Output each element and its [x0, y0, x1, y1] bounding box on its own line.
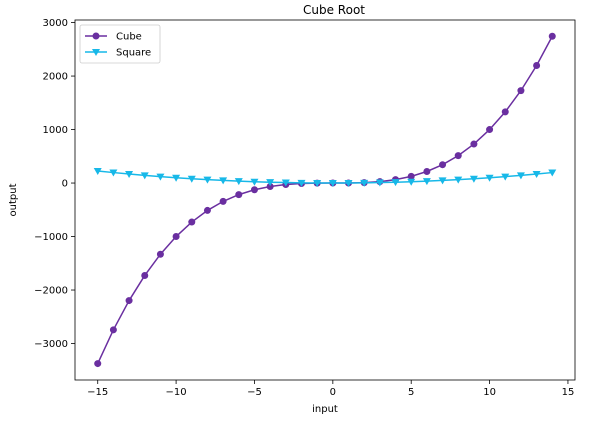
data-point-cube	[454, 152, 462, 160]
data-point-square	[548, 169, 557, 177]
legend-marker-cube	[92, 32, 100, 40]
data-point-cube	[156, 250, 164, 258]
x-tick-label: −15	[87, 387, 108, 398]
data-point-square	[532, 171, 541, 179]
series-layer	[93, 32, 557, 368]
y-tick-label: 3000	[43, 18, 68, 29]
data-point-cube	[486, 126, 494, 134]
x-axis: −15 −10 −5 0 5 10 15	[87, 380, 574, 398]
data-point-square	[328, 180, 337, 188]
legend-label-cube: Cube	[116, 32, 142, 43]
data-point-square	[140, 172, 149, 180]
x-tick-label: 15	[562, 387, 575, 398]
x-axis-label: input	[312, 404, 338, 415]
data-point-cube	[250, 186, 258, 194]
data-point-cube	[517, 87, 525, 95]
data-point-square	[266, 179, 275, 187]
chart-title: Cube Root	[303, 3, 365, 17]
y-tick-label: 2000	[43, 72, 68, 83]
data-point-cube	[266, 182, 274, 190]
data-point-cube	[94, 360, 102, 368]
data-point-square	[172, 174, 181, 182]
data-point-cube	[141, 271, 149, 279]
data-point-square	[438, 177, 447, 185]
plot-area	[74, 19, 576, 381]
data-point-square	[344, 179, 353, 187]
data-point-square	[125, 171, 134, 179]
y-tick-label: 0	[62, 179, 68, 190]
data-point-square	[234, 178, 243, 186]
x-tick-label: 0	[330, 387, 336, 398]
data-point-cube	[470, 140, 478, 148]
data-point-square	[109, 169, 118, 177]
legend-label-square: Square	[116, 48, 151, 59]
data-point-cube	[407, 172, 415, 180]
data-point-cube	[533, 62, 541, 70]
data-point-square	[281, 179, 290, 187]
data-point-square	[391, 179, 400, 187]
data-point-square	[422, 178, 431, 186]
data-point-cube	[203, 206, 211, 214]
data-point-square	[93, 168, 102, 176]
data-point-cube	[188, 218, 196, 226]
data-point-square	[297, 179, 306, 187]
data-point-cube	[501, 108, 509, 116]
y-axis-label: output	[8, 183, 19, 216]
data-point-square	[375, 179, 384, 187]
data-point-square	[219, 177, 228, 185]
y-tick-label: −1000	[34, 232, 68, 243]
legend-marker-square	[92, 49, 100, 56]
y-tick-label: −3000	[34, 339, 68, 350]
data-point-cube	[109, 326, 117, 334]
data-point-square	[516, 172, 525, 180]
data-point-square	[501, 173, 510, 181]
data-point-square	[313, 179, 322, 187]
data-point-square	[203, 176, 212, 184]
x-tick-label: −10	[166, 387, 187, 398]
legend: Cube Square	[79, 24, 161, 64]
data-point-square	[454, 176, 463, 184]
legend-box	[79, 24, 161, 64]
y-axis: −3000 −2000 −1000 0 1000 2000 3000	[34, 18, 75, 350]
series-line-square	[97, 170, 553, 184]
x-tick-label: 5	[408, 387, 414, 398]
x-tick-label: 10	[483, 387, 496, 398]
data-point-cube	[172, 233, 180, 241]
data-point-square	[360, 179, 369, 187]
data-point-cube	[125, 297, 133, 305]
data-point-square	[485, 174, 494, 182]
data-point-cube	[439, 161, 447, 169]
y-tick-label: −2000	[34, 286, 68, 297]
x-tick-label: −5	[247, 387, 262, 398]
data-point-cube	[423, 167, 431, 175]
data-point-cube	[235, 191, 243, 199]
data-point-square	[469, 175, 478, 183]
data-point-square	[156, 173, 165, 181]
data-point-cube	[219, 197, 227, 205]
data-point-square	[187, 175, 196, 183]
data-point-square	[250, 178, 259, 186]
data-point-cube	[548, 32, 556, 40]
y-tick-label: 1000	[43, 125, 68, 136]
data-point-square	[407, 178, 416, 186]
